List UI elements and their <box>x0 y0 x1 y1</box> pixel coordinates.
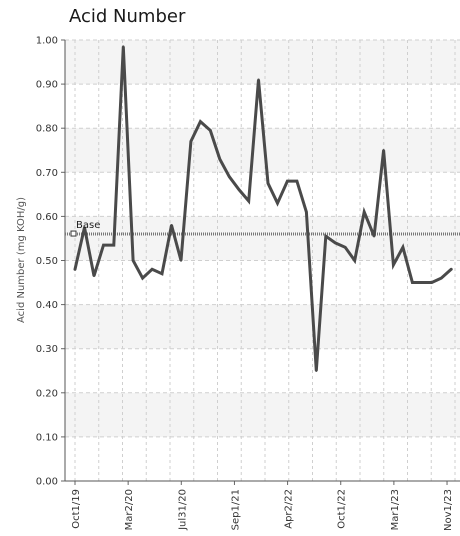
data-point <box>237 188 241 192</box>
data-point <box>401 246 405 249</box>
data-point <box>112 243 115 247</box>
y-tick-label: 0.00 <box>36 477 58 488</box>
data-point <box>247 199 250 203</box>
data-point <box>286 179 289 183</box>
data-point <box>305 210 308 214</box>
data-point <box>372 235 376 238</box>
base-label: Base <box>76 220 100 231</box>
data-point <box>189 140 193 143</box>
data-point <box>421 281 424 284</box>
plot-band <box>65 304 460 349</box>
data-point <box>102 243 105 247</box>
x-tick-label: Mar1/23 <box>390 489 401 530</box>
y-tick-label: 0.20 <box>36 388 58 399</box>
data-point <box>150 268 154 271</box>
base-marker <box>70 230 77 237</box>
chart-title: Acid Number <box>69 6 186 27</box>
y-axis-title: Acid Number (mg KOH/g) <box>16 197 27 323</box>
y-tick-label: 0.70 <box>36 168 58 179</box>
data-point <box>450 268 453 271</box>
plot-band <box>65 40 460 85</box>
data-point <box>430 281 434 284</box>
data-point <box>170 224 173 227</box>
y-tick-label: 0.50 <box>36 256 58 267</box>
x-tick-label: Nov1/23 <box>443 489 454 531</box>
data-point <box>218 157 221 161</box>
data-point <box>160 272 164 275</box>
data-point <box>209 129 212 132</box>
data-point <box>199 120 202 123</box>
data-point <box>266 182 270 185</box>
data-point <box>83 226 86 229</box>
data-point <box>382 149 385 152</box>
x-tick-label: Oct1/19 <box>71 489 82 529</box>
data-point <box>362 210 366 214</box>
x-tick-label: Sep1/21 <box>230 489 241 530</box>
data-point <box>295 179 299 183</box>
data-point <box>131 259 135 262</box>
y-tick-label: 0.30 <box>36 344 58 355</box>
plot-band <box>65 392 460 437</box>
data-point <box>440 276 443 280</box>
data-point <box>228 175 231 178</box>
x-tick-label: Apr2/22 <box>284 489 295 529</box>
data-point <box>257 78 260 81</box>
data-point <box>411 281 414 284</box>
x-tick-label: Jul31/20 <box>177 489 188 531</box>
data-point <box>276 201 279 205</box>
y-tick-label: 0.40 <box>36 300 58 311</box>
data-point <box>353 259 356 262</box>
x-tick-label: Oct1/22 <box>337 489 348 529</box>
data-point <box>92 274 96 278</box>
y-tick-label: 0.80 <box>36 124 58 135</box>
y-tick-label: 1.00 <box>36 36 58 47</box>
data-point <box>392 263 395 267</box>
data-point <box>122 45 125 48</box>
data-point <box>343 246 347 249</box>
data-point <box>334 241 337 245</box>
y-tick-label: 0.60 <box>36 212 58 223</box>
x-tick-label: Mar2/20 <box>124 489 135 530</box>
data-point <box>324 235 327 238</box>
data-point <box>73 268 77 271</box>
y-tick-label: 0.90 <box>36 80 58 91</box>
y-tick-label: 0.10 <box>36 432 58 443</box>
data-point <box>315 369 318 372</box>
data-point <box>141 276 144 280</box>
data-point <box>179 259 183 262</box>
acid-number-series-line <box>73 46 453 371</box>
